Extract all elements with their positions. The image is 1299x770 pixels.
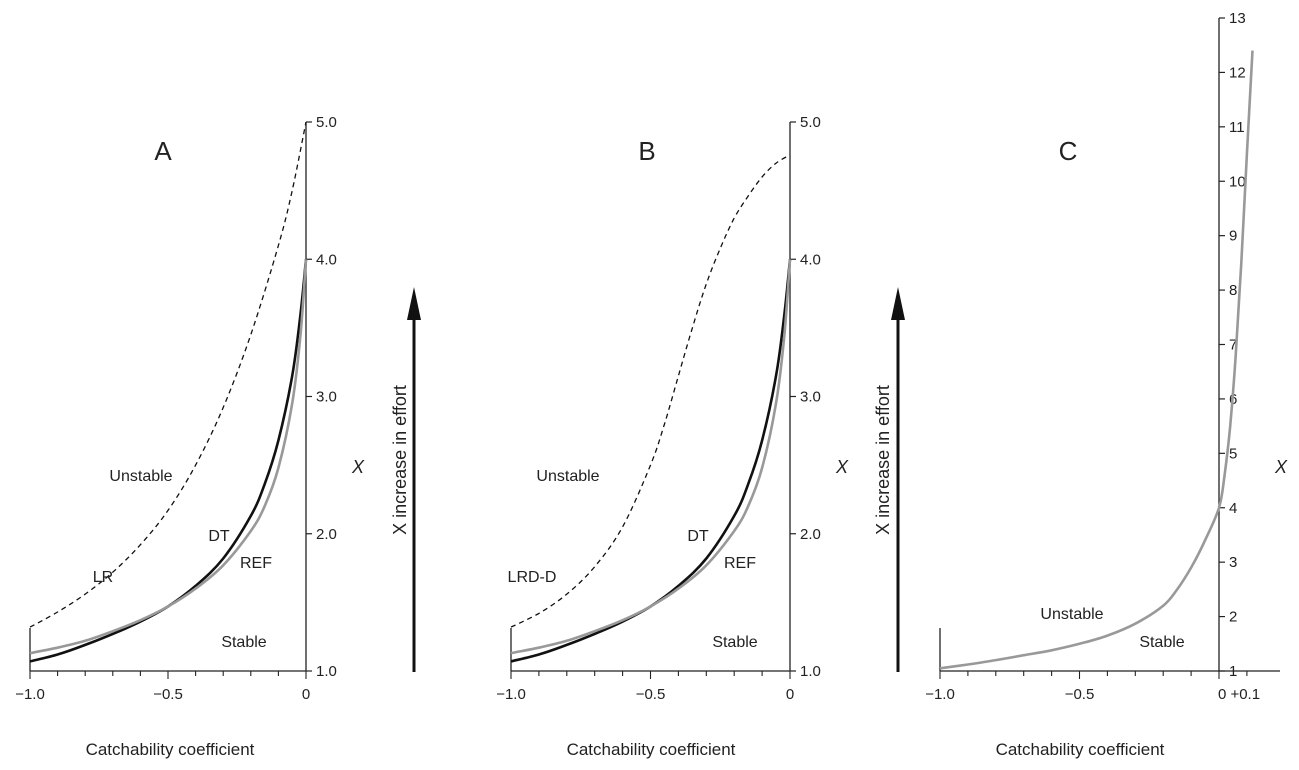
effort-arrow-a: X increase in effort <box>390 287 421 672</box>
y-tick-label: 9 <box>1229 228 1237 245</box>
panel-a-y-ticks: 1.0 2.0 3.0 4.0 5.0 <box>306 114 337 680</box>
effort-arrow-a-head <box>407 287 421 320</box>
y-tick-label: 2.0 <box>800 526 821 543</box>
y-tick-label: 4 <box>1229 500 1237 517</box>
panel-a-stable-label: Stable <box>221 634 266 651</box>
y-tick-label: 4.0 <box>800 251 821 268</box>
panel-a-x-axis-label: Catchability coefficient <box>86 740 255 759</box>
x-tick-label: 0 <box>786 686 794 703</box>
panel-b-dt-label: DT <box>687 528 709 545</box>
y-tick-label: 1.0 <box>800 663 821 680</box>
series-lrd-d-line <box>510 154 791 628</box>
panel-b-ref-label: REF <box>724 555 756 572</box>
y-tick-label: 5.0 <box>800 114 821 131</box>
panel-a-lr-label: LR <box>93 569 113 586</box>
panel-a-unstable-label: Unstable <box>109 468 172 485</box>
y-tick-label: 3.0 <box>316 389 337 406</box>
y-tick-label: 3.0 <box>800 389 821 406</box>
effort-arrow-a-label: X increase in effort <box>390 385 410 535</box>
panel-a: A 1.0 2.0 3.0 4.0 5.0 −1.0 −0.5 0 Unstable Sta… <box>15 114 365 759</box>
x-tick-label: −0.5 <box>636 686 666 703</box>
x-tick-label: −0.5 <box>153 686 183 703</box>
x-tick-label: 0 <box>302 686 310 703</box>
y-tick-label: 7 <box>1229 337 1237 354</box>
panel-a-curves <box>29 121 308 663</box>
panel-b-y-ticks: 1.0 2.0 3.0 4.0 5.0 <box>790 114 821 680</box>
panel-b-x-ticks: −1.0 −0.5 0 <box>496 671 794 703</box>
y-tick-label: 5.0 <box>316 114 337 131</box>
x-tick-label: 0 +0.1 <box>1218 686 1260 703</box>
series-lr-line <box>29 121 307 628</box>
y-tick-label: 1 <box>1229 663 1237 680</box>
series-ref-line <box>939 50 1254 670</box>
panel-a-letter: A <box>154 136 172 166</box>
panel-a-ref-label: REF <box>240 555 272 572</box>
effort-arrow-b: X increase in effort <box>873 287 905 672</box>
series-ref-line <box>29 259 308 655</box>
y-tick-label: 11 <box>1229 119 1245 136</box>
y-tick-label: 5 <box>1229 445 1237 462</box>
panel-c-unstable-label: Unstable <box>1040 606 1103 623</box>
panel-b-unstable-label: Unstable <box>536 468 599 485</box>
panel-c-curves <box>939 50 1254 670</box>
y-tick-label: 1.0 <box>316 663 337 680</box>
effort-arrow-b-label: X increase in effort <box>873 385 893 535</box>
y-tick-label: 10 <box>1229 173 1246 190</box>
panel-b-stable-label: Stable <box>712 634 757 651</box>
y-tick-label: 12 <box>1229 64 1246 81</box>
panel-c-x-ticks: −1.0 −0.5 0 +0.1 <box>925 671 1260 703</box>
series-dt-line <box>29 259 308 663</box>
panel-b-lrd-label: LRD-D <box>508 569 557 586</box>
panel-a-x-ticks: −1.0 −0.5 0 <box>15 671 310 703</box>
y-tick-label: 3 <box>1229 554 1237 571</box>
panel-c-stable-label: Stable <box>1139 634 1184 651</box>
panel-a-dt-label: DT <box>208 528 230 545</box>
panel-b-x-axis-label: Catchability coefficient <box>567 740 736 759</box>
panel-c-y-axis-label: X <box>1274 457 1288 477</box>
y-tick-label: 4.0 <box>316 251 337 268</box>
panel-b: B 1.0 2.0 3.0 4.0 5.0 −1.0 −0.5 0 Unstable Sta… <box>496 114 849 759</box>
panel-b-letter: B <box>638 136 655 166</box>
x-tick-label: −1.0 <box>496 686 526 703</box>
series-dt-line <box>510 259 792 663</box>
panel-a-y-axis-label: X <box>351 457 365 477</box>
panel-b-y-axis-label: X <box>835 457 849 477</box>
y-tick-label: 13 <box>1229 10 1246 27</box>
x-tick-label: −1.0 <box>925 686 955 703</box>
effort-arrow-b-head <box>891 287 905 320</box>
y-tick-label: 8 <box>1229 282 1237 299</box>
y-tick-label: 2.0 <box>316 526 337 543</box>
panel-c-x-axis-label: Catchability coefficient <box>996 740 1165 759</box>
panel-c-letter: C <box>1059 136 1078 166</box>
x-tick-label: −1.0 <box>15 686 45 703</box>
panel-b-curves <box>510 154 792 663</box>
x-tick-label: −0.5 <box>1065 686 1095 703</box>
series-ref-line <box>510 259 792 655</box>
y-tick-label: 2 <box>1229 609 1237 626</box>
